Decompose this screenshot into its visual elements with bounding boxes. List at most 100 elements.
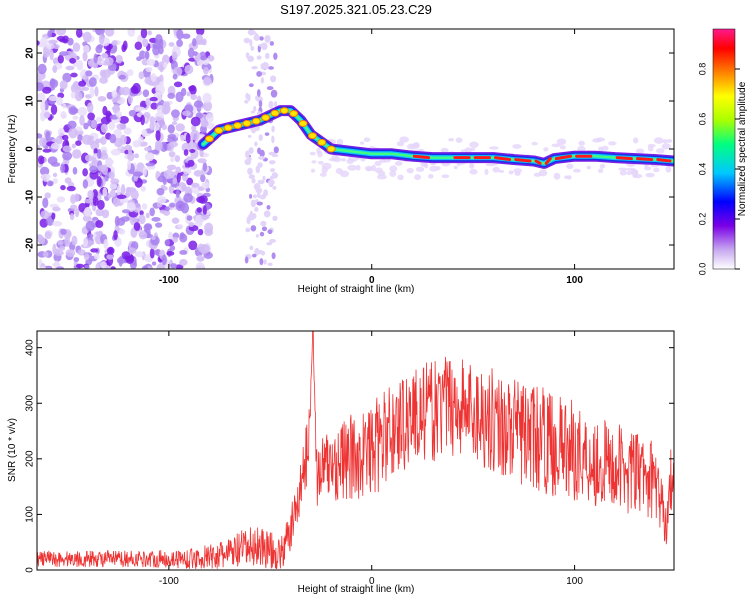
noise-blob	[155, 140, 162, 147]
ridge-hotspot	[544, 157, 552, 165]
noise-blob	[171, 109, 180, 118]
noise-blob	[64, 177, 72, 184]
noise-blob	[662, 139, 668, 144]
noise-blob	[37, 155, 45, 165]
noise-blob	[42, 177, 50, 182]
noise-blob	[355, 164, 361, 171]
noise-blob	[174, 155, 181, 163]
noise-blob	[100, 136, 107, 145]
noise-blob	[139, 100, 148, 109]
noise-blob	[270, 168, 275, 173]
noise-blob	[608, 141, 617, 146]
noise-blob	[87, 119, 92, 127]
noise-blob	[71, 235, 78, 246]
ridge-peak	[289, 110, 299, 118]
noise-blob	[666, 139, 673, 143]
snr-x-axis-label: Height of straight line (km)	[298, 584, 415, 595]
noise-blob	[258, 43, 265, 47]
noise-blob	[112, 197, 121, 207]
noise-blob	[189, 148, 196, 153]
noise-blob	[42, 251, 49, 258]
noise-blob	[70, 194, 77, 204]
y-tick-label: 0	[25, 567, 36, 573]
noise-blob	[87, 135, 94, 140]
ridge-hotspot	[412, 154, 431, 160]
noise-blob	[181, 173, 188, 182]
noise-blob	[193, 100, 204, 108]
noise-blob	[145, 66, 153, 73]
noise-blob	[42, 51, 50, 58]
noise-blob	[196, 29, 205, 36]
noise-blob	[42, 148, 52, 153]
y-tick-label: 300	[25, 394, 36, 411]
snr-frame	[36, 330, 675, 571]
snr-axes: -100 0 100 0 100 200 300 400	[25, 331, 674, 587]
ridge-peak	[279, 107, 289, 115]
noise-blob	[155, 130, 161, 142]
noise-blob	[150, 149, 160, 155]
noise-blob	[144, 223, 152, 229]
noise-blob	[75, 263, 85, 269]
x-tick-label: -100	[159, 576, 179, 587]
noise-blob	[70, 204, 78, 210]
noise-blob	[48, 95, 59, 102]
noise-blob	[113, 128, 122, 138]
noise-blob	[85, 70, 93, 77]
noise-blob	[406, 167, 414, 174]
noise-blob	[626, 167, 636, 172]
noise-blob	[105, 29, 115, 37]
noise-blob	[250, 225, 257, 232]
noise-blob	[256, 191, 261, 199]
noise-blob	[70, 83, 81, 94]
noise-blob	[331, 155, 339, 160]
noise-blob	[75, 29, 83, 38]
noise-blob	[40, 101, 46, 112]
noise-blob	[264, 34, 271, 43]
noise-blob	[40, 210, 50, 219]
noise-blob	[633, 137, 639, 144]
noise-blob	[62, 134, 69, 141]
noise-blob	[154, 249, 159, 256]
noise-blob	[319, 172, 327, 177]
noise-blob	[488, 146, 499, 150]
noise-blob	[185, 132, 191, 144]
y-tick-label: 100	[25, 506, 36, 523]
noise-blob	[163, 169, 174, 180]
ridge-hotspot	[635, 157, 654, 162]
noise-blob	[111, 90, 118, 98]
noise-blob	[193, 170, 203, 177]
noise-blob	[42, 197, 49, 209]
noise-blob	[93, 253, 100, 260]
noise-blob	[146, 58, 156, 66]
noise-blob	[90, 248, 99, 253]
noise-blob	[96, 176, 102, 187]
noise-blob	[111, 96, 116, 103]
noise-blob	[460, 149, 469, 153]
noise-blob	[111, 106, 121, 111]
noise-blob	[469, 163, 475, 169]
noise-blob	[65, 249, 76, 257]
noise-blob	[72, 149, 82, 159]
noise-blob	[128, 109, 137, 117]
colorbar-tick-label: 0.4	[697, 163, 707, 176]
noise-blob	[82, 31, 92, 43]
noise-blob	[566, 163, 574, 170]
noise-blob	[95, 231, 104, 236]
noise-blob	[119, 198, 129, 204]
noise-blob	[67, 37, 74, 46]
ridge-hotspot	[554, 154, 573, 161]
noise-blob	[50, 104, 58, 115]
noise-blob	[98, 34, 105, 45]
noise-blob	[632, 174, 638, 179]
noise-blob	[251, 178, 256, 184]
noise-blob	[273, 52, 278, 60]
noise-blob	[52, 262, 61, 267]
noise-blob	[259, 231, 265, 237]
ridge-peak	[298, 120, 308, 128]
noise-blob	[168, 42, 175, 47]
noise-blob	[253, 34, 260, 42]
noise-blob	[64, 236, 71, 248]
noise-blob	[96, 148, 102, 159]
noise-blob	[52, 178, 58, 184]
ridge-peak	[326, 145, 336, 153]
